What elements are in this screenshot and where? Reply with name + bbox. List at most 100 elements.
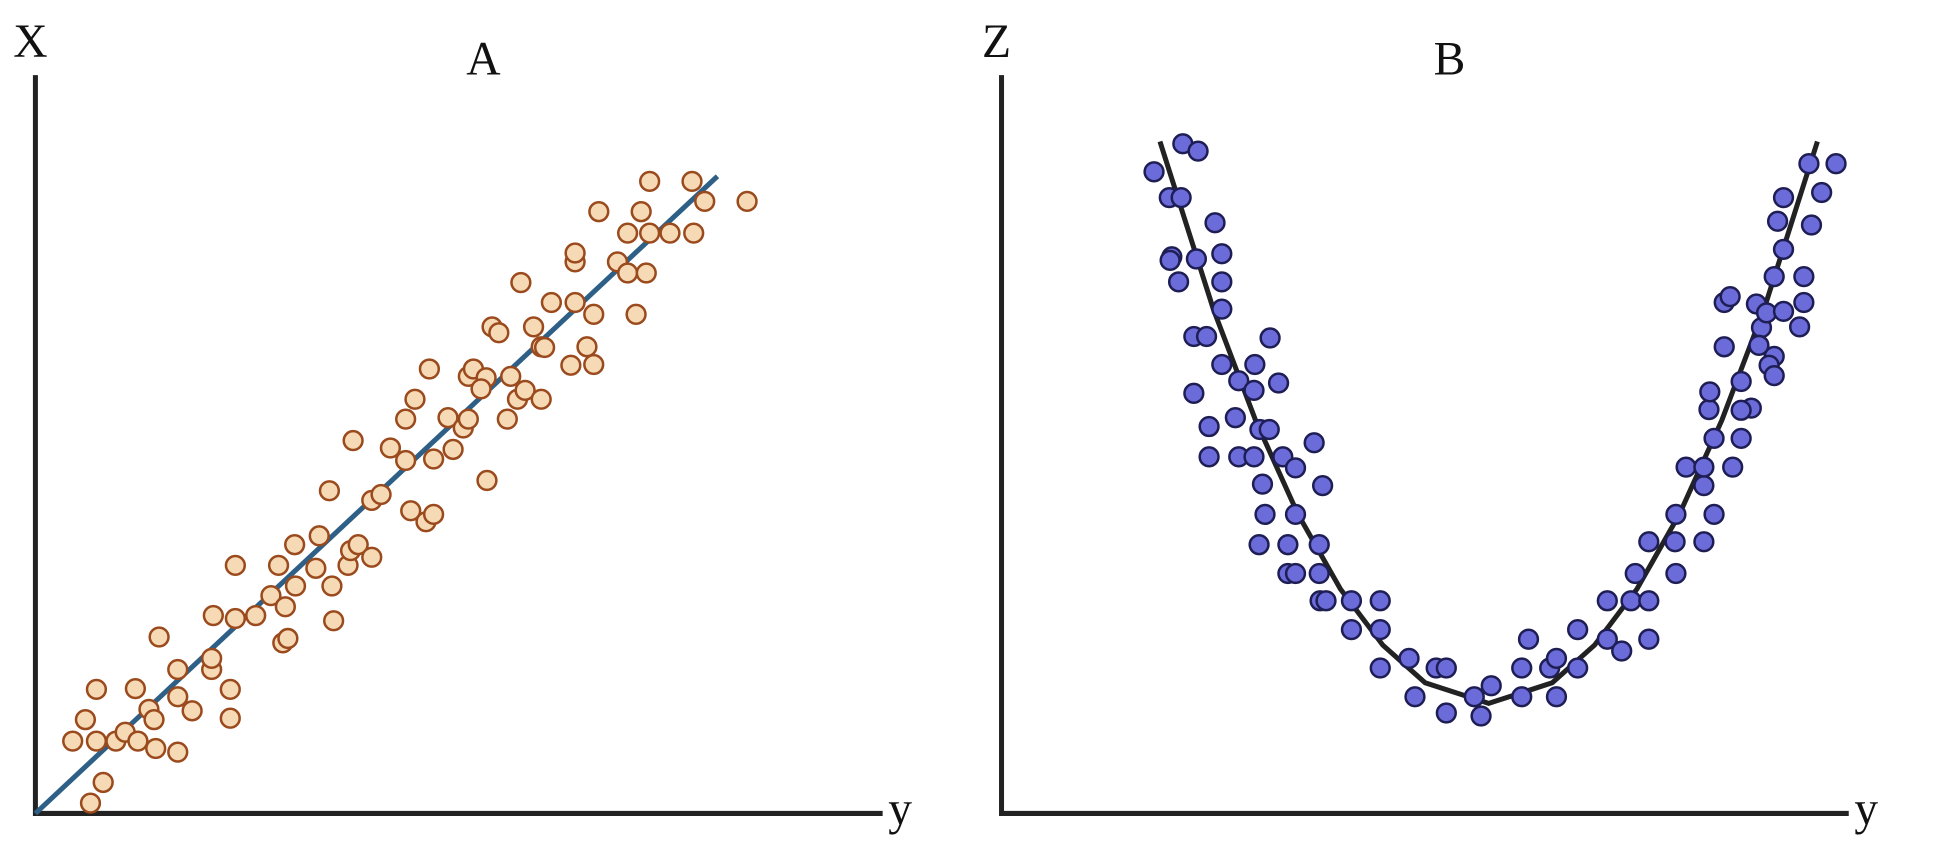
point: [370, 483, 392, 506]
point: [1596, 590, 1618, 612]
point: [267, 554, 290, 576]
point: [1311, 474, 1334, 497]
point: [1703, 427, 1725, 449]
point: [625, 303, 647, 325]
point: [1722, 456, 1744, 478]
point: [639, 170, 661, 193]
point: [1251, 473, 1274, 495]
point: [1435, 657, 1457, 679]
x-axis-label: y: [1854, 783, 1878, 835]
point: [274, 596, 296, 618]
point: [540, 291, 563, 314]
point: [1170, 187, 1192, 209]
point: [630, 201, 652, 223]
point: [1463, 686, 1485, 708]
point: [422, 503, 445, 526]
point: [530, 388, 552, 410]
point: [1713, 336, 1735, 358]
point: [1611, 640, 1633, 662]
point: [1435, 702, 1457, 724]
point: [1811, 181, 1833, 204]
point: [500, 365, 522, 387]
point: [1211, 243, 1233, 265]
point: [1567, 657, 1589, 679]
point: [514, 379, 536, 402]
point: [1665, 503, 1687, 526]
point: [1244, 353, 1266, 376]
point: [318, 480, 341, 502]
point: [148, 626, 170, 648]
point: [1369, 657, 1391, 679]
point: [167, 741, 189, 763]
point: [1730, 427, 1752, 449]
point: [1675, 456, 1697, 478]
point: [1699, 381, 1721, 403]
point: [564, 291, 586, 314]
point: [639, 222, 661, 244]
point: [1248, 534, 1270, 556]
point: [1638, 590, 1660, 612]
point: [62, 730, 84, 752]
point: [92, 771, 114, 794]
point: [1665, 562, 1687, 585]
point: [1620, 590, 1642, 612]
chart-title: B: [1434, 34, 1466, 86]
point: [1766, 210, 1789, 232]
point: [361, 546, 383, 568]
point: [457, 408, 479, 430]
y-axis-label: X: [13, 16, 47, 68]
point: [1719, 285, 1741, 308]
point: [124, 678, 147, 700]
point: [1693, 474, 1715, 497]
point: [1187, 140, 1209, 162]
point: [470, 378, 492, 400]
point: [1228, 370, 1250, 392]
point: [277, 627, 299, 650]
point: [694, 190, 716, 212]
point: [1480, 675, 1502, 697]
point: [85, 730, 108, 752]
point: [1545, 647, 1568, 670]
point: [564, 242, 586, 264]
point: [1315, 590, 1337, 612]
point: [1693, 456, 1715, 478]
axes: [999, 75, 1849, 816]
point: [224, 554, 246, 576]
chart-title: A: [466, 34, 500, 86]
point: [1277, 534, 1299, 556]
point: [1567, 618, 1589, 641]
point: [1511, 657, 1533, 679]
point: [143, 709, 165, 731]
point: [167, 686, 189, 708]
point: [583, 353, 605, 376]
point: [1772, 187, 1795, 209]
point: [323, 610, 345, 632]
y-axis-label: Z: [982, 16, 1011, 68]
point: [145, 737, 167, 760]
point: [1258, 418, 1280, 441]
point: [510, 271, 532, 294]
point: [1517, 628, 1540, 650]
point: [1596, 628, 1618, 650]
point: [1167, 271, 1190, 293]
point: [496, 408, 518, 430]
point: [1638, 531, 1660, 553]
point: [1369, 618, 1391, 641]
point: [736, 190, 758, 212]
point: [202, 604, 224, 627]
point: [1340, 618, 1363, 641]
point: [1730, 399, 1752, 421]
point: [1693, 531, 1715, 553]
point: [1243, 379, 1265, 402]
point: [1748, 334, 1770, 356]
point: [224, 607, 246, 630]
point: [305, 557, 327, 579]
point: [1340, 590, 1363, 612]
point: [74, 709, 97, 731]
point: [1624, 562, 1646, 585]
point: [522, 316, 545, 338]
point: [1284, 457, 1307, 479]
point: [476, 469, 498, 492]
